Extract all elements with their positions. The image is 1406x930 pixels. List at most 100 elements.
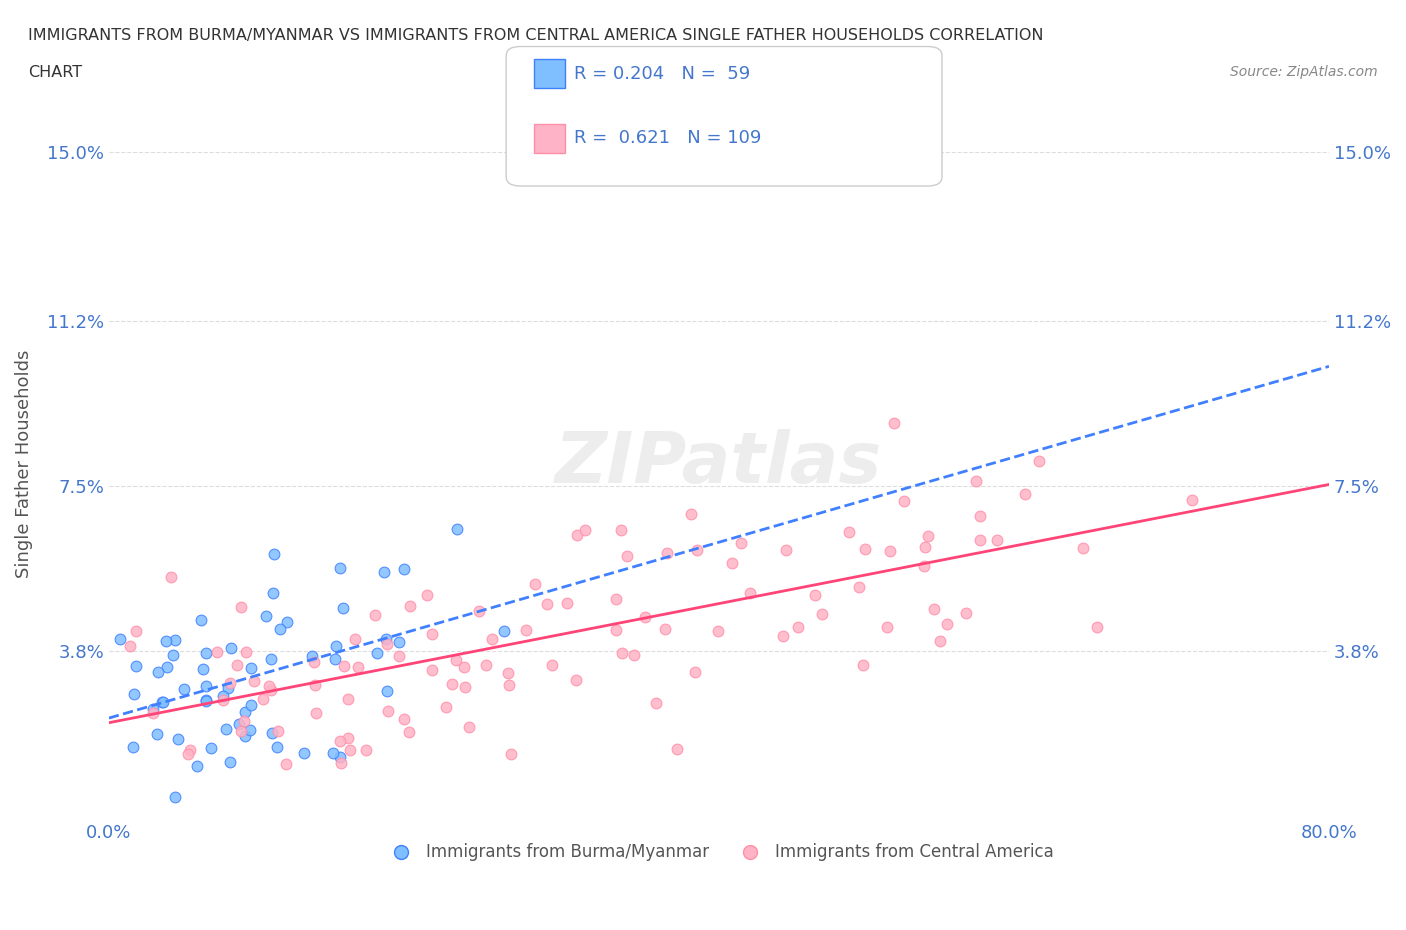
Point [325, 639, 347, 654]
Point [848, 579, 870, 594]
Point [173, 682, 195, 697]
Point [706, 623, 728, 638]
Point [257, 679, 280, 694]
Point [145, 726, 167, 741]
Legend: Immigrants from Burma/Myanmar, Immigrants from Central America: Immigrants from Burma/Myanmar, Immigrant… [377, 837, 1060, 868]
Point [536, 596, 558, 611]
Point [232, 713, 254, 728]
Point [398, 599, 420, 614]
Text: IMMIGRANTS FROM BURMA/MYANMAR VS IMMIGRANTS FROM CENTRAL AMERICA SINGLE FATHER H: IMMIGRANTS FROM BURMA/MYANMAR VS IMMIGRA… [28, 28, 1043, 43]
Point [557, 596, 579, 611]
Point [262, 725, 284, 740]
Point [194, 694, 217, 709]
Point [260, 683, 283, 698]
Point [883, 416, 905, 431]
Point [276, 614, 298, 629]
Point [565, 672, 588, 687]
Text: R = 0.204   N =  59: R = 0.204 N = 59 [574, 65, 749, 84]
Point [333, 658, 356, 673]
Point [574, 523, 596, 538]
Point [347, 660, 370, 675]
Point [458, 720, 481, 735]
Point [929, 634, 952, 649]
Point [893, 494, 915, 509]
Point [392, 711, 415, 726]
Point [810, 607, 832, 622]
Point [304, 677, 326, 692]
Point [446, 522, 468, 537]
Point [200, 740, 222, 755]
Point [156, 659, 179, 674]
Point [121, 740, 143, 755]
Point [218, 755, 240, 770]
Point [336, 691, 359, 706]
Point [1181, 493, 1204, 508]
Point [233, 728, 256, 743]
Point [163, 790, 186, 804]
Point [955, 605, 977, 620]
Point [218, 675, 240, 690]
Point [1028, 453, 1050, 468]
Point [623, 647, 645, 662]
Point [252, 692, 274, 707]
Point [305, 706, 328, 721]
Point [194, 678, 217, 693]
Point [239, 698, 262, 712]
Point [155, 633, 177, 648]
Point [475, 658, 498, 672]
Point [496, 666, 519, 681]
Point [142, 701, 165, 716]
Text: R =  0.621   N = 109: R = 0.621 N = 109 [574, 128, 761, 147]
Point [301, 649, 323, 664]
Point [329, 560, 352, 575]
Point [657, 546, 679, 561]
Point [231, 724, 253, 738]
Point [266, 739, 288, 754]
Point [468, 603, 491, 618]
Point [654, 621, 676, 636]
Point [226, 658, 249, 672]
Point [254, 609, 277, 624]
Point [159, 569, 181, 584]
Point [179, 743, 201, 758]
Point [914, 539, 936, 554]
Point [786, 619, 808, 634]
Point [354, 742, 377, 757]
Point [398, 724, 420, 739]
Point [855, 541, 877, 556]
Point [195, 693, 218, 708]
Point [163, 632, 186, 647]
Point [444, 653, 467, 668]
Text: Source: ZipAtlas.com: Source: ZipAtlas.com [1230, 65, 1378, 79]
Point [499, 747, 522, 762]
Point [364, 607, 387, 622]
Point [1014, 486, 1036, 501]
Point [453, 679, 475, 694]
Point [323, 652, 346, 667]
Y-axis label: Single Father Households: Single Father Households [15, 350, 32, 578]
Point [969, 533, 991, 548]
Point [986, 532, 1008, 547]
Point [377, 636, 399, 651]
Point [936, 616, 959, 631]
Point [838, 525, 860, 539]
Point [329, 750, 352, 764]
Point [610, 523, 633, 538]
Point [125, 624, 148, 639]
Point [683, 664, 706, 679]
Point [339, 743, 361, 758]
Point [118, 638, 141, 653]
Point [388, 649, 411, 664]
Point [212, 688, 235, 703]
Point [344, 631, 367, 646]
Point [377, 704, 399, 719]
Point [366, 645, 388, 660]
Point [681, 506, 703, 521]
Point [565, 528, 588, 543]
Point [612, 645, 634, 660]
Text: CHART: CHART [28, 65, 82, 80]
Point [917, 528, 939, 543]
Point [924, 602, 946, 617]
Point [515, 622, 537, 637]
Point [775, 543, 797, 558]
